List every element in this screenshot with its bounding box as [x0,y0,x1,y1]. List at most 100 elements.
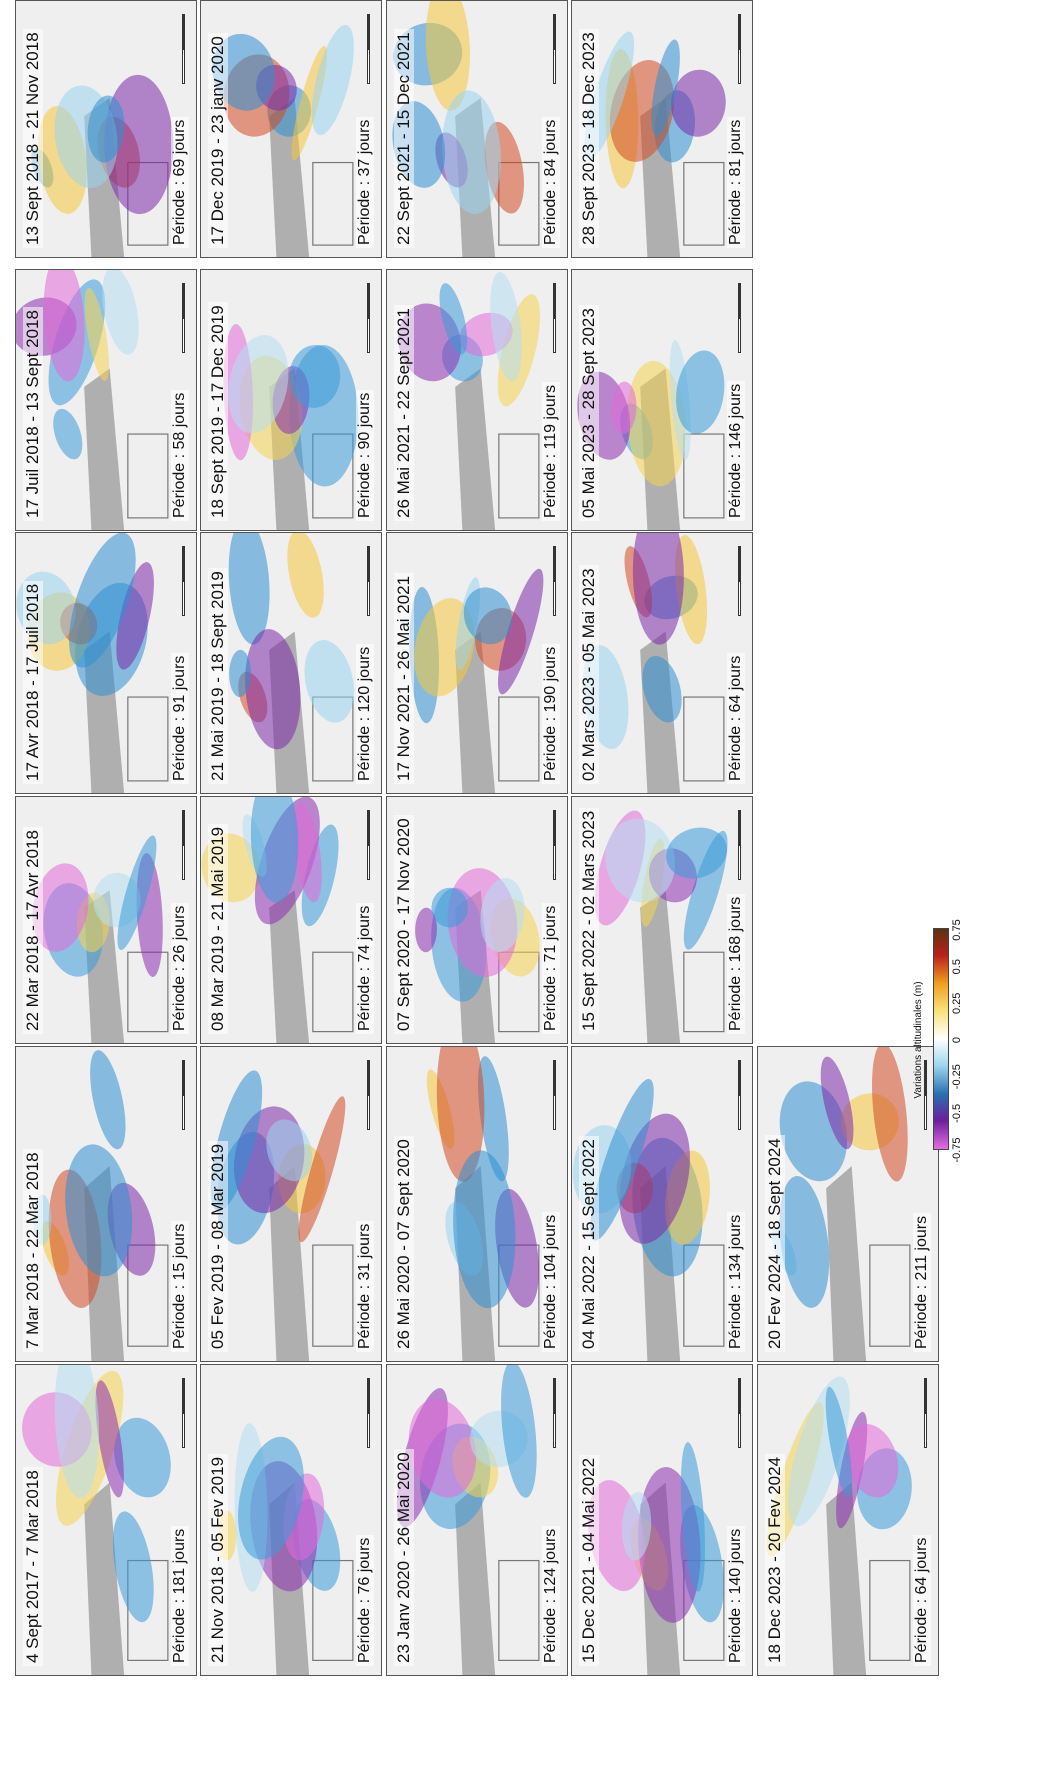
map-panel: 05 Mai 2023 - 28 Sept 2023 Période : 146 … [571,269,753,531]
legend-tick-label: 0.75 [951,919,963,941]
displacement-map [572,797,752,1043]
map-panel: 21 Nov 2018 - 05 Fev 2019 Période : 76 jo… [200,1364,382,1676]
map-panel: 13 Sept 2018 - 21 Nov 2018 Période : 69 j… [15,0,197,258]
date-range-label: 28 Sept 2023 - 18 Dec 2023 [579,29,599,248]
map-panel: 04 Mai 2022 - 15 Sept 2022 Période : 134 … [571,1046,753,1362]
map-panel: 02 Mars 2023 - 05 Mai 2023 Période : 64 j… [571,532,753,794]
date-range-label: 26 Mai 2020 - 07 Sept 2020 [394,1136,414,1352]
displacement-map [387,270,567,530]
displacement-map [201,533,381,793]
legend-title: Variations altitudinales (m) [913,981,924,1099]
period-label: Période : 90 jours [356,389,374,521]
displacement-map [387,533,567,793]
scale-bar [738,1378,741,1448]
period-label: Période : 91 jours [171,652,189,784]
scale-bar [182,1060,185,1130]
scale-bar [738,283,741,353]
date-range-label: 4 Sept 2017 - 7 Mar 2018 [23,1467,43,1666]
map-panel: 23 Janv 2020 - 26 Mai 2020 Période : 124 … [386,1364,568,1676]
map-panel: 17 Avr 2018 - 17 Juil 2018 Période : 91 j… [15,532,197,794]
scale-bar [182,810,185,880]
displacement-map [201,1047,381,1361]
displacement-map [572,1365,752,1675]
map-panel: 26 Mai 2021 - 22 Sept 2021 Période : 119 … [386,269,568,531]
map-panel: 4 Sept 2017 - 7 Mar 2018 Période : 181 jo… [15,1364,197,1676]
period-label: Période : 15 jours [171,1220,189,1352]
period-label: Période : 84 jours [542,116,560,248]
scale-bar [738,810,741,880]
displacement-map [16,1365,196,1675]
period-label: Période : 76 jours [356,1534,374,1666]
displacement-map [758,1365,938,1675]
scale-bar [367,810,370,880]
period-label: Période : 37 jours [356,116,374,248]
displacement-map [201,797,381,1043]
date-range-label: 05 Fev 2019 - 08 Mar 2019 [208,1140,228,1352]
displacement-map [16,797,196,1043]
scale-bar [553,14,556,84]
scale-bar [553,1378,556,1448]
period-label: Période : 140 jours [727,1525,745,1666]
period-label: Période : 134 jours [727,1211,745,1352]
map-panel: 17 Juil 2018 - 13 Sept 2018 Période : 58 … [15,269,197,531]
displacement-map [16,533,196,793]
scale-bar [182,1378,185,1448]
displacement-map [16,1,196,257]
period-label: Période : 64 jours [727,652,745,784]
displacement-map [201,270,381,530]
period-label: Période : 168 jours [727,893,745,1034]
period-label: Période : 26 jours [171,902,189,1034]
displacement-map [16,1047,196,1361]
scale-bar [182,546,185,616]
date-range-label: 21 Mai 2019 - 18 Sept 2019 [208,568,228,784]
map-panel: 26 Mai 2020 - 07 Sept 2020 Période : 104 … [386,1046,568,1362]
legend-tick-label: -0.75 [951,1137,963,1163]
period-label: Période : 74 jours [356,902,374,1034]
date-range-label: 7 Mar 2018 - 22 Mar 2018 [23,1149,43,1352]
period-label: Période : 58 jours [171,389,189,521]
map-panel: 15 Dec 2021 - 04 Mai 2022 Période : 140 j… [571,1364,753,1676]
scale-bar [367,546,370,616]
displacement-map [387,1365,567,1675]
scale-bar [738,1060,741,1130]
legend-tick-label: -0.5 [951,1103,963,1123]
period-label: Période : 181 jours [171,1525,189,1666]
period-label: Période : 211 jours [913,1212,931,1352]
period-label: Période : 119 jours [542,381,560,521]
date-range-label: 15 Sept 2022 - 02 Mars 2023 [579,807,599,1034]
map-panel: 08 Mar 2019 - 21 Mai 2019 Période : 74 jo… [200,796,382,1044]
map-panel: 22 Mar 2018 - 17 Avr 2018 Période : 26 jo… [15,796,197,1044]
map-panel: 28 Sept 2023 - 18 Dec 2023 Période : 81 j… [571,0,753,258]
scale-bar [553,546,556,616]
date-range-label: 15 Dec 2021 - 04 Mai 2022 [579,1454,599,1666]
legend-tick-label: 0.25 [951,992,963,1015]
date-range-label: 08 Mar 2019 - 21 Mai 2019 [208,823,228,1034]
legend-tick-label: -0.25 [951,1064,963,1090]
displacement-map [387,1047,567,1361]
scale-bar [553,283,556,353]
displacement-map [201,1365,381,1675]
displacement-map [572,270,752,530]
period-label: Période : 104 jours [542,1211,560,1352]
legend-colorbar [933,928,949,1150]
date-range-label: 17 Juil 2018 - 13 Sept 2018 [23,307,43,521]
date-range-label: 17 Avr 2018 - 17 Juil 2018 [23,580,43,784]
scale-bar [182,14,185,84]
displacement-map [387,797,567,1043]
scale-bar [367,1378,370,1448]
date-range-label: 17 Nov 2021 - 26 Mai 2021 [394,572,414,784]
period-label: Période : 81 jours [727,116,745,248]
map-panel: 05 Fev 2019 - 08 Mar 2019 Période : 31 jo… [200,1046,382,1362]
date-range-label: 05 Mai 2023 - 28 Sept 2023 [579,305,599,521]
period-label: Période : 69 jours [171,116,189,248]
period-label: Période : 120 jours [356,643,374,784]
map-panel: 17 Nov 2021 - 26 Mai 2021 Période : 190 j… [386,532,568,794]
date-range-label: 04 Mai 2022 - 15 Sept 2022 [579,1136,599,1352]
date-range-label: 22 Sept 2021 - 15 Dec 2021 [394,29,414,248]
date-range-label: 18 Sept 2019 - 17 Dec 2019 [208,302,228,521]
legend-tick-label: 0 [951,1036,963,1044]
displacement-map [758,1047,938,1361]
period-label: Période : 124 jours [542,1525,560,1666]
date-range-label: 07 Sept 2020 - 17 Nov 2020 [394,815,414,1034]
